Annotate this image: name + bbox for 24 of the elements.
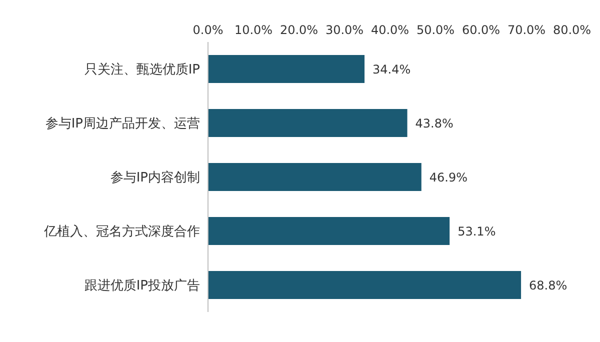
y-tick-label: 跟进优质IP投放广告 (84, 278, 200, 294)
bar (208, 217, 450, 245)
x-tick-label: 20.0% (280, 23, 318, 37)
bar (208, 271, 522, 299)
y-tick-label: 只关注、甄选优质IP (84, 62, 200, 78)
data-label: 68.8% (529, 278, 568, 292)
x-tick-label: 80.0% (552, 23, 592, 37)
x-tick-label: 0.0% (192, 23, 224, 37)
data-label: 34.4% (372, 62, 411, 76)
y-tick-label: 亿植入、冠名方式深度合作 (43, 224, 200, 240)
x-tick-label: 70.0% (507, 23, 546, 37)
data-label: 53.1% (458, 224, 496, 238)
x-tick-label: 50.0% (416, 23, 455, 37)
y-tick-label: 参与IP周边产品开发、运营 (45, 116, 200, 132)
x-tick-label: 60.0% (462, 23, 500, 37)
bar (208, 109, 408, 137)
bar (208, 55, 365, 83)
bar (208, 163, 422, 191)
y-tick-label: 参与IP内容创制 (110, 170, 200, 186)
data-label: 46.9% (429, 170, 468, 184)
x-tick-label: 30.0% (325, 23, 364, 37)
x-tick-label: 10.0% (234, 23, 273, 37)
data-label: 43.8% (415, 116, 454, 130)
x-tick-label: 40.0% (370, 23, 410, 37)
